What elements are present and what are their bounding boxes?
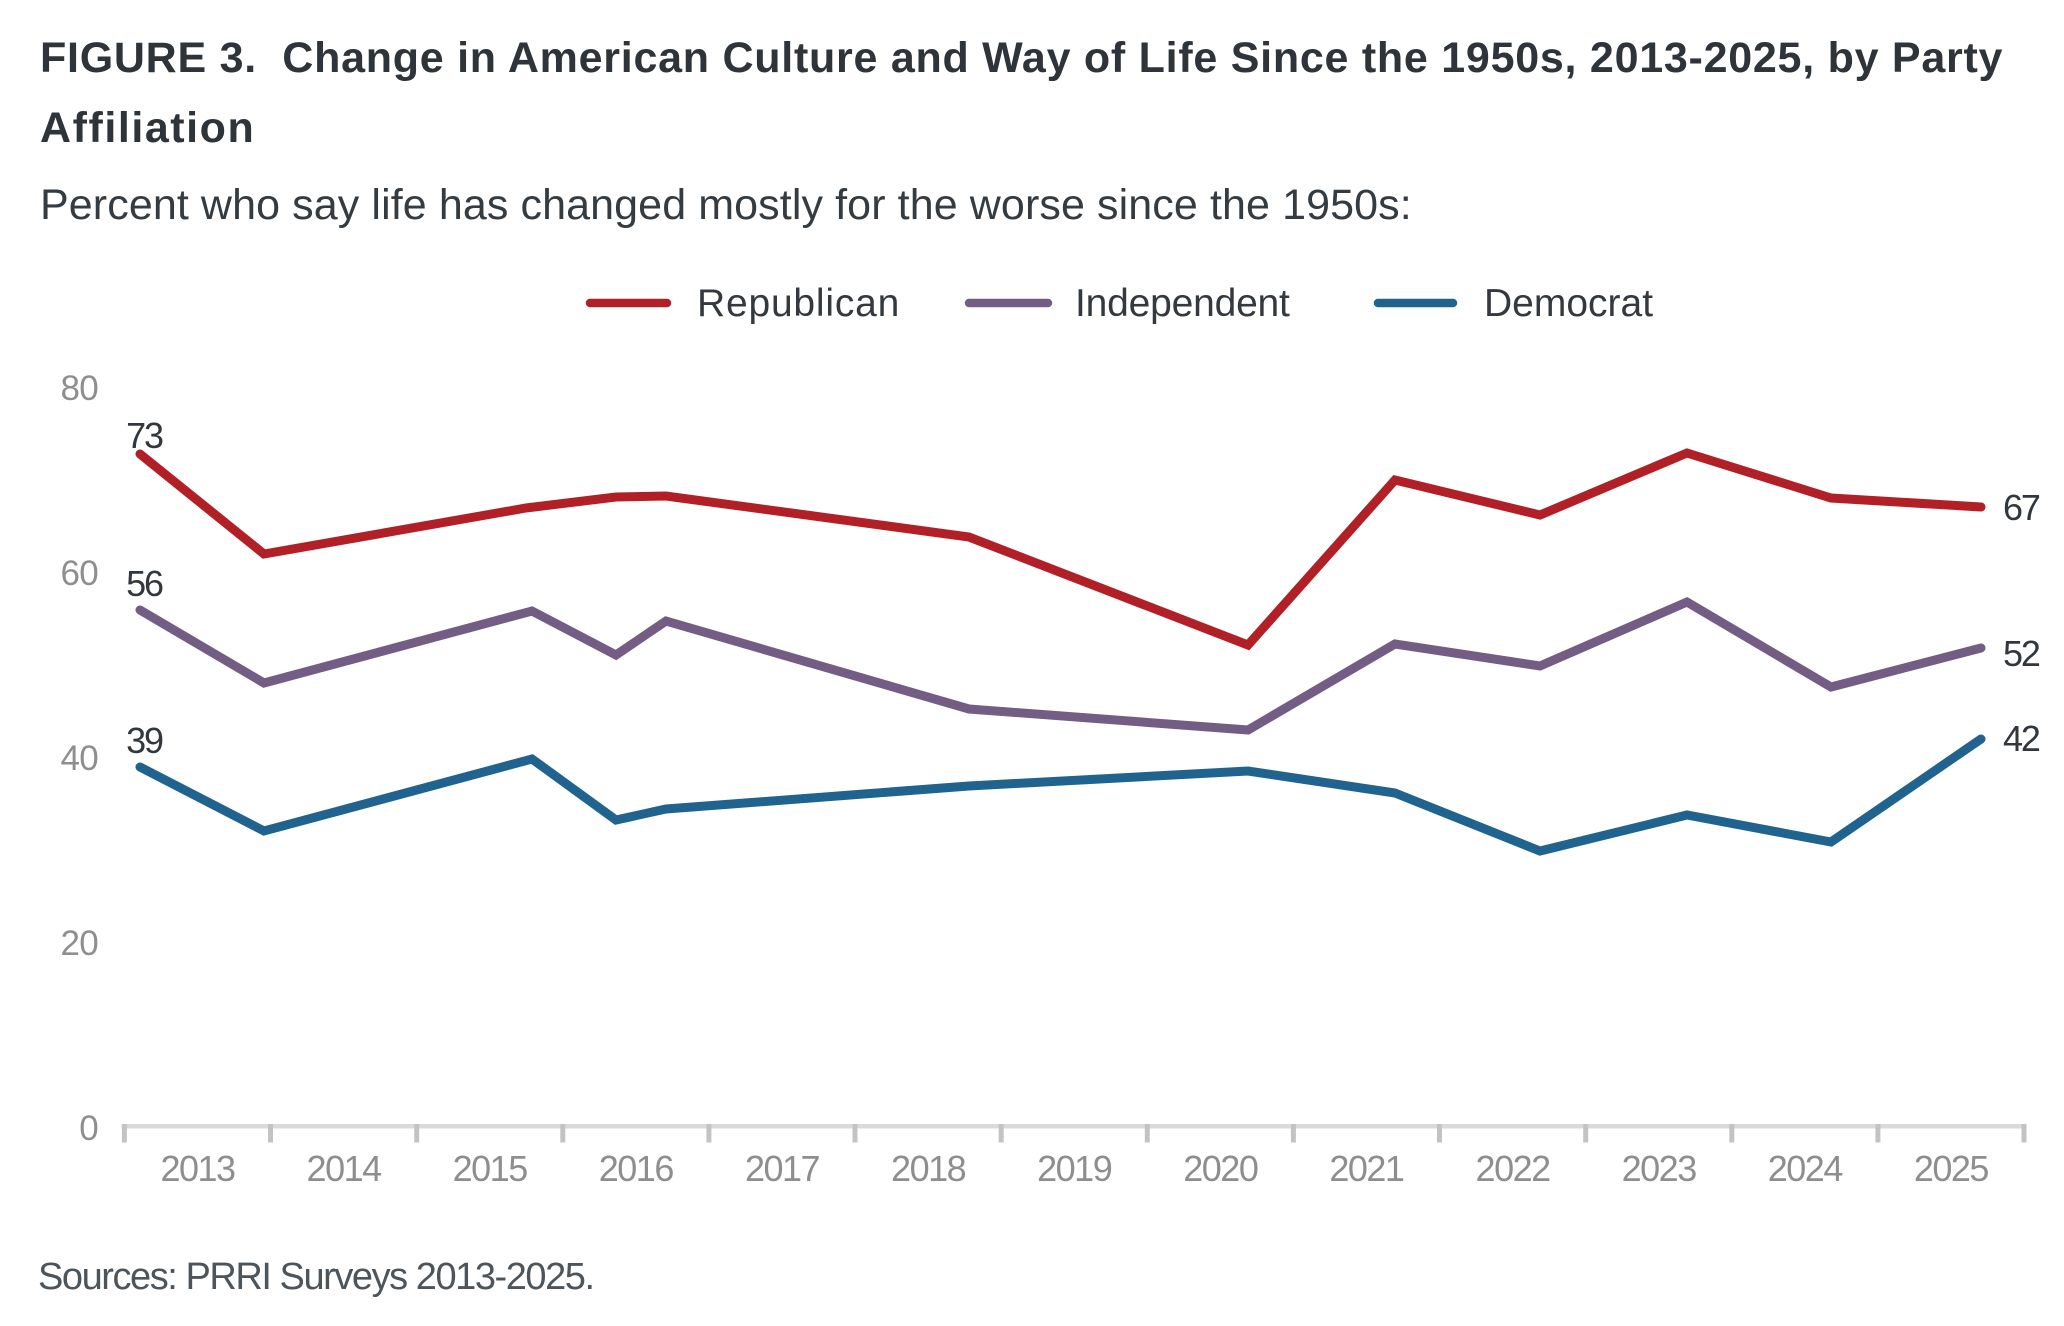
svg-text:Affiliation: Affiliation (40, 104, 255, 152)
svg-text:2024: 2024 (1768, 1148, 1843, 1189)
svg-text:73: 73 (126, 415, 163, 456)
svg-text:0: 0 (79, 1109, 98, 1148)
svg-text:Percent who say life has chang: Percent who say life has changed mostly … (40, 181, 1412, 229)
svg-text:60: 60 (60, 554, 98, 593)
svg-text:Republican: Republican (697, 282, 900, 325)
svg-text:2021: 2021 (1329, 1148, 1404, 1189)
svg-text:2015: 2015 (453, 1148, 528, 1189)
svg-text:2014: 2014 (307, 1148, 382, 1189)
svg-text:Democrat: Democrat (1484, 282, 1653, 325)
svg-text:2022: 2022 (1476, 1148, 1551, 1189)
svg-text:2019: 2019 (1037, 1148, 1112, 1189)
svg-text:2016: 2016 (599, 1148, 674, 1189)
svg-text:2025: 2025 (1914, 1148, 1989, 1189)
svg-text:2023: 2023 (1622, 1148, 1697, 1189)
svg-text:80: 80 (60, 369, 98, 408)
svg-text:39: 39 (126, 720, 163, 761)
svg-text:2020: 2020 (1183, 1148, 1258, 1189)
svg-text:FIGURE 3. Change in American: FIGURE 3. Change in American Culture and… (40, 34, 2003, 82)
svg-text:52: 52 (2003, 633, 2040, 674)
svg-text:2013: 2013 (160, 1148, 235, 1189)
svg-text:Sources: PRRI Surveys 2013-202: Sources: PRRI Surveys 2013-2025. (38, 1256, 594, 1298)
svg-text:56: 56 (126, 563, 163, 604)
svg-text:42: 42 (2003, 718, 2040, 759)
svg-text:2017: 2017 (745, 1148, 820, 1189)
svg-text:Independent: Independent (1075, 282, 1290, 325)
svg-text:40: 40 (60, 739, 98, 778)
svg-text:20: 20 (60, 924, 98, 963)
svg-text:2018: 2018 (891, 1148, 966, 1189)
svg-text:67: 67 (2003, 487, 2040, 528)
